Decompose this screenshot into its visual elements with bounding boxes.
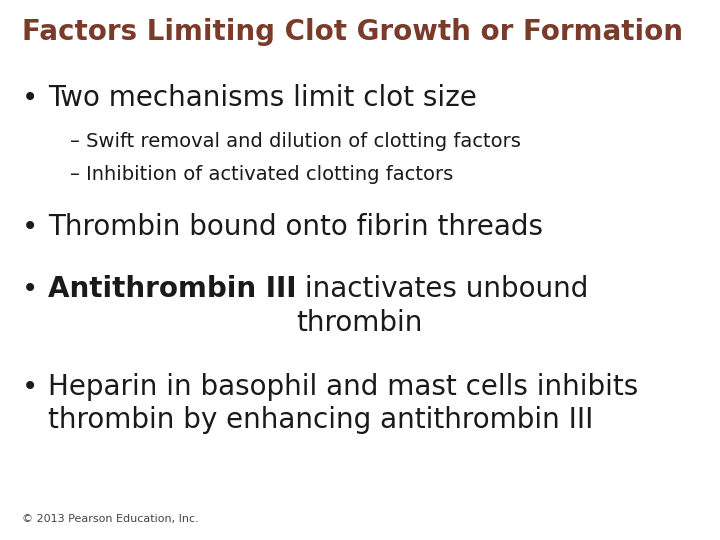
Text: •: • xyxy=(22,275,38,303)
Text: Heparin in basophil and mast cells inhibits
thrombin by enhancing antithrombin I: Heparin in basophil and mast cells inhib… xyxy=(48,373,638,434)
Text: Thrombin bound onto fibrin threads: Thrombin bound onto fibrin threads xyxy=(48,213,543,241)
Text: Two mechanisms limit clot size: Two mechanisms limit clot size xyxy=(48,84,477,112)
Text: – Swift removal and dilution of clotting factors: – Swift removal and dilution of clotting… xyxy=(70,132,521,151)
Text: © 2013 Pearson Education, Inc.: © 2013 Pearson Education, Inc. xyxy=(22,514,199,524)
Text: •: • xyxy=(22,213,38,241)
Text: •: • xyxy=(22,84,38,112)
Text: – Inhibition of activated clotting factors: – Inhibition of activated clotting facto… xyxy=(70,165,454,184)
Text: Antithrombin III: Antithrombin III xyxy=(48,275,297,303)
Text: •: • xyxy=(22,373,38,401)
Text: Factors Limiting Clot Growth or Formation: Factors Limiting Clot Growth or Formatio… xyxy=(22,18,683,46)
Text: inactivates unbound
thrombin: inactivates unbound thrombin xyxy=(297,275,589,337)
